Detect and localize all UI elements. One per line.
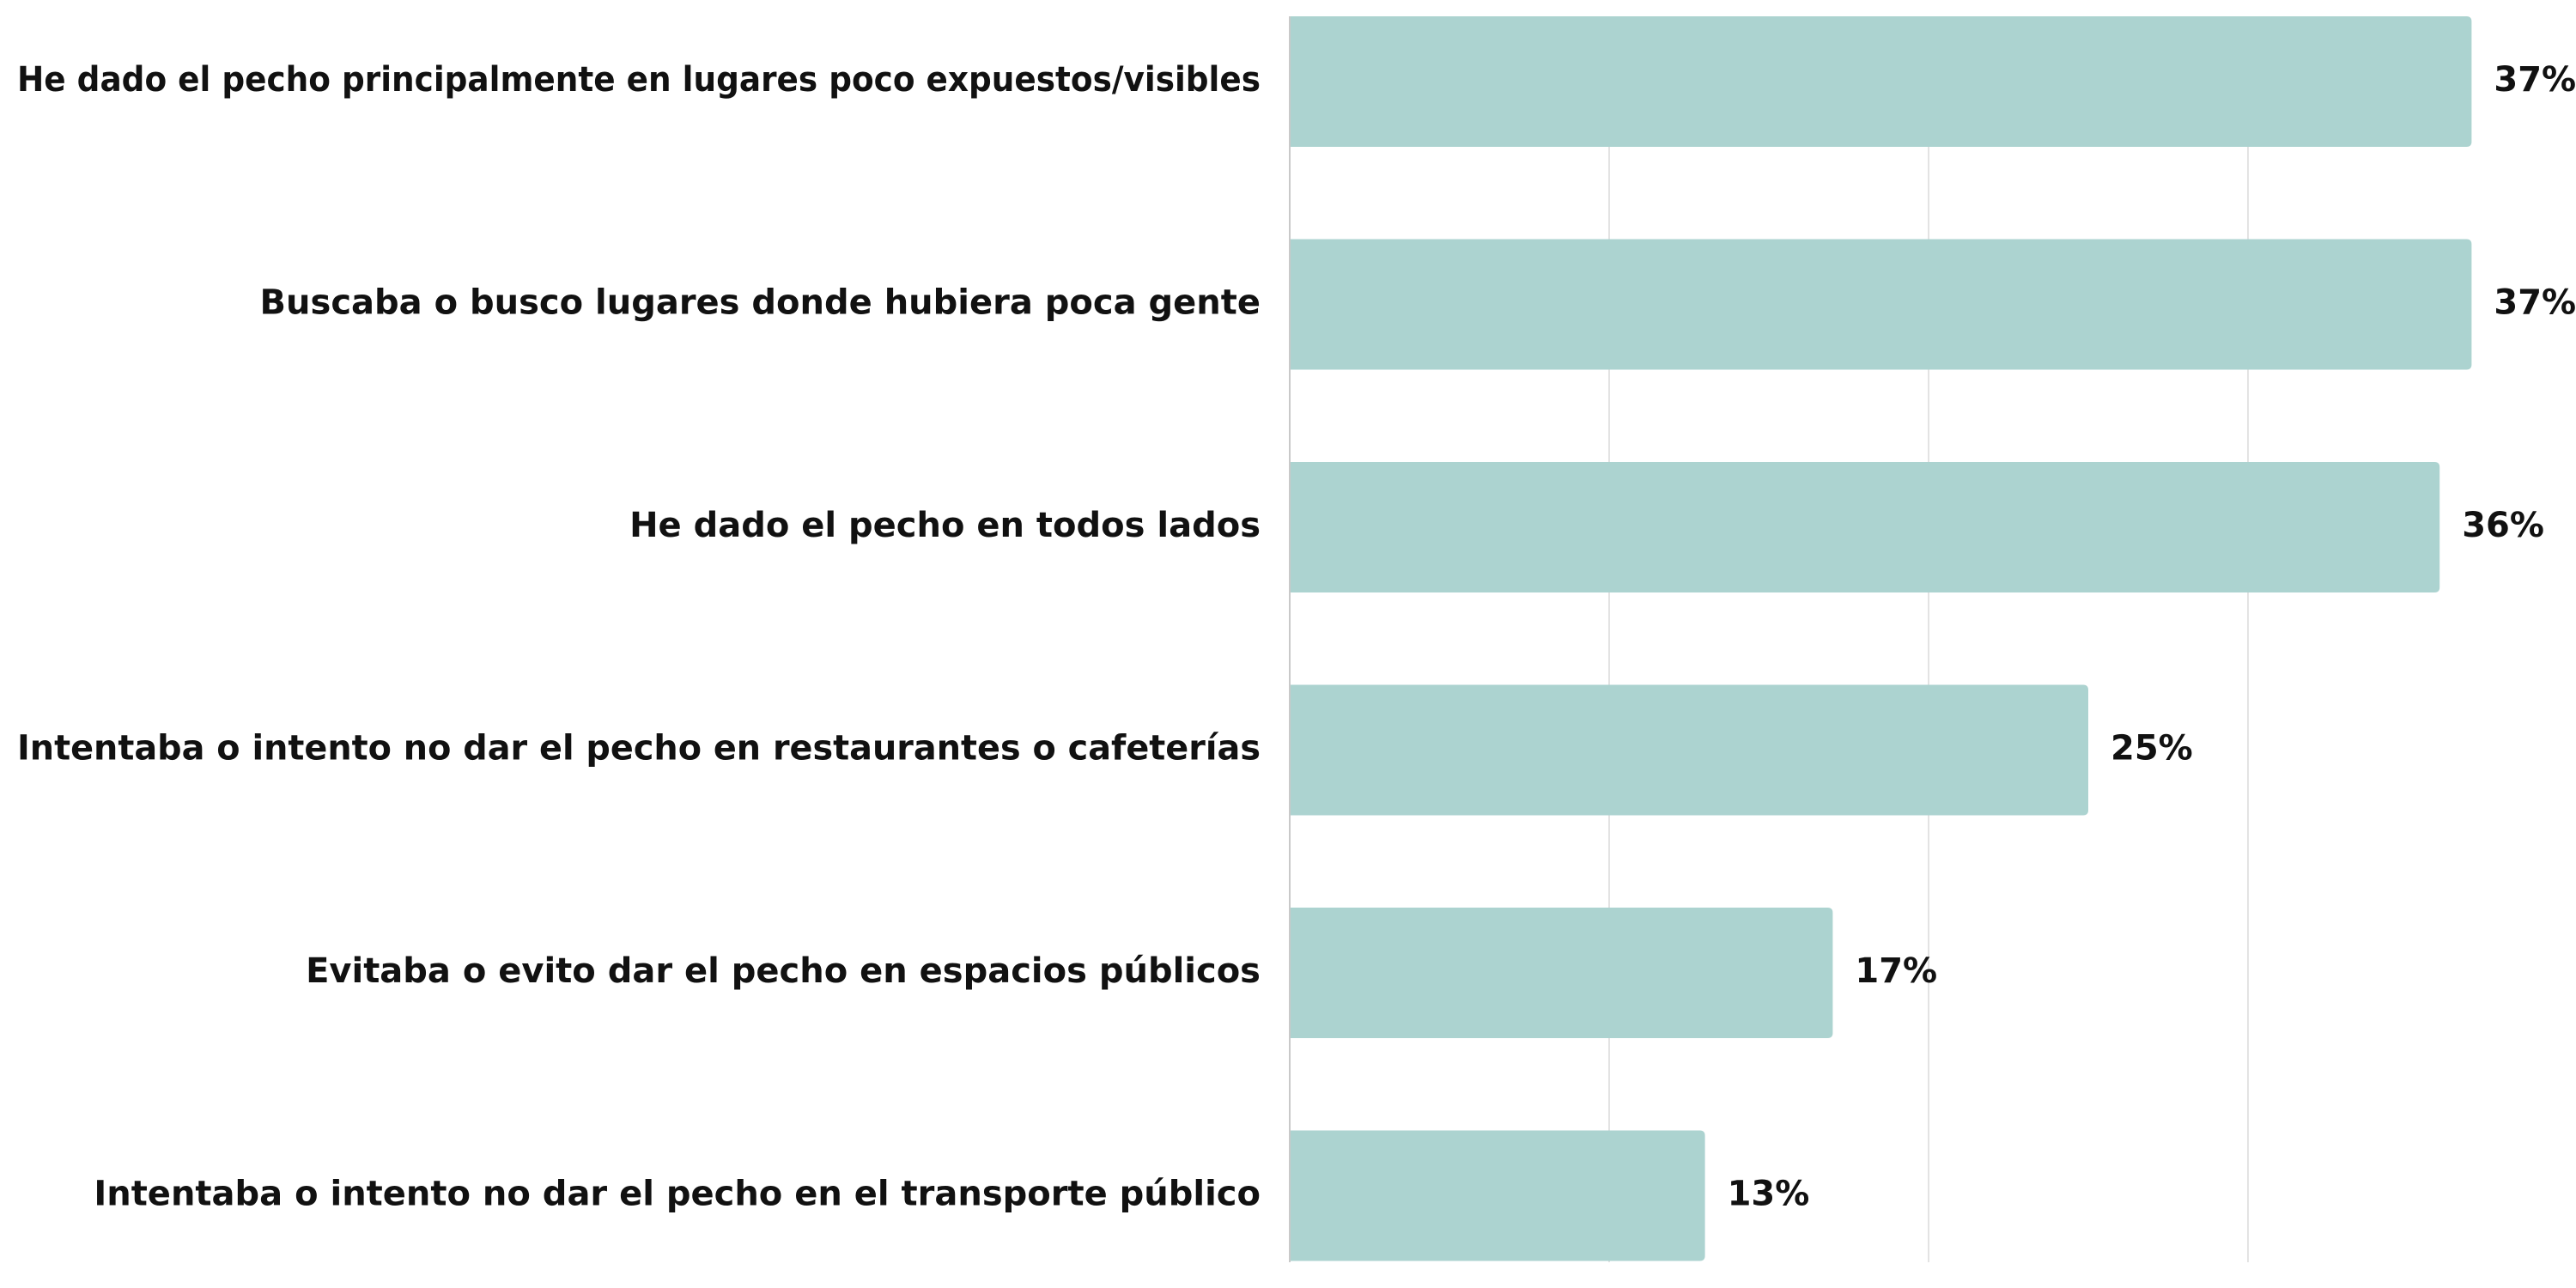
value-label-5: 17% [1855,951,1937,991]
bar-2 [1290,239,2472,370]
bar-4 [1290,684,2088,816]
category-label-2: Buscaba o busco lugares donde hubiera po… [260,283,1261,323]
value-label-2: 37% [2494,283,2576,323]
value-label-3: 36% [2462,506,2544,545]
category-label-4: Intentaba o intento no dar el pecho en r… [17,729,1261,769]
value-labels: 37% 37% 36% 25% 17% 13% [1728,60,2576,1214]
bar-1 [1290,16,2472,147]
value-label-6: 13% [1728,1175,1810,1214]
value-label-4: 25% [2111,729,2193,769]
bar-5 [1290,908,1833,1038]
category-label-3: He dado el pecho en todos lados [629,506,1261,545]
category-labels: He dado el pecho principalmente en lugar… [17,60,1261,1214]
bar-6 [1290,1130,1705,1261]
category-label-1: He dado el pecho principalmente en lugar… [17,60,1261,100]
gridlines [1608,16,2249,1262]
value-label-1: 37% [2494,60,2576,100]
category-label-6: Intentaba o intento no dar el pecho en e… [94,1175,1261,1214]
bar-3 [1290,462,2440,592]
bars [1290,16,2472,1261]
category-label-5: Evitaba o evito dar el pecho en espacios… [306,951,1261,991]
